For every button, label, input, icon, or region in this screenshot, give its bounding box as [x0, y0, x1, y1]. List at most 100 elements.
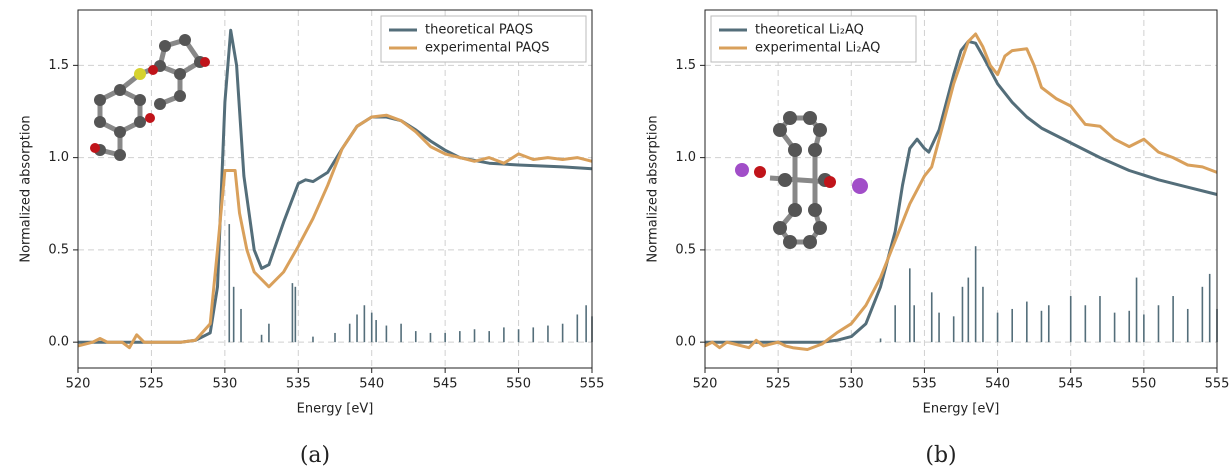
x-tick-label: 520 [66, 377, 91, 392]
stick [532, 327, 534, 342]
y-tick-label: 0.0 [48, 335, 69, 350]
molecule-li2aq [735, 111, 868, 249]
x-tick-label: 555 [1205, 377, 1230, 392]
x-tick-label: 525 [766, 377, 791, 392]
stick [1128, 311, 1130, 342]
panel: 520 525 530 535 540 545 550 555 0.0 0.5 1.0 1.5 Ener… [19, 10, 605, 468]
legend-label: theoretical PAQS [425, 23, 533, 38]
y-tick-label: 0.0 [675, 335, 696, 350]
stick [982, 287, 984, 342]
stick [547, 326, 549, 343]
stick [518, 329, 520, 342]
stick [228, 224, 230, 342]
panel: 520 525 530 535 540 545 550 555 0.0 0.5 1.0 1.5 Ener… [646, 10, 1230, 468]
stick [240, 309, 242, 342]
series-line [705, 41, 1217, 342]
y-tick-label: 1.5 [48, 58, 69, 73]
stick [356, 314, 358, 342]
stick [913, 305, 915, 342]
stick [909, 268, 911, 342]
stick [1026, 302, 1028, 343]
y-axis-label: Normalized absorption [19, 115, 34, 262]
x-tick-label: 530 [839, 377, 864, 392]
x-axis-label: Energy [eV] [923, 402, 1000, 417]
stick [931, 292, 933, 342]
x-tick-label: 525 [139, 377, 164, 392]
series-line [705, 34, 1217, 350]
caption: (b) [925, 443, 956, 468]
y-tick-label: 1.0 [675, 150, 696, 165]
stick [444, 333, 446, 342]
x-tick-label: 550 [506, 377, 531, 392]
stick [371, 313, 373, 343]
y-axis-label: Normalized absorption [646, 115, 661, 262]
stick [1158, 305, 1160, 342]
y-tick-label: 0.5 [48, 242, 69, 257]
stick [997, 313, 999, 343]
stick [585, 305, 587, 342]
stick [312, 337, 314, 343]
x-tick-label: 535 [286, 377, 311, 392]
x-tick-label: 540 [359, 377, 384, 392]
stick [938, 313, 940, 343]
stick [894, 305, 896, 342]
stick [1136, 278, 1138, 343]
stick [1085, 305, 1087, 342]
x-tick-label: 535 [912, 377, 937, 392]
stick [503, 327, 505, 342]
x-tick-label: 530 [212, 377, 237, 392]
series-line [78, 30, 592, 342]
stick [562, 324, 564, 342]
legend-label: experimental PAQS [425, 41, 550, 56]
x-tick-label: 550 [1131, 377, 1156, 392]
y-tick-label: 1.0 [48, 150, 69, 165]
stick [1172, 296, 1174, 342]
stick [400, 324, 402, 342]
stick [1114, 313, 1116, 343]
x-tick-label: 545 [433, 377, 458, 392]
stick [386, 326, 388, 343]
stick [1187, 309, 1189, 342]
figure: 520 525 530 535 540 545 550 555 0.0 0.5 1.0 1.5 Ener… [0, 0, 1232, 469]
x-tick-label: 555 [580, 377, 605, 392]
stick [577, 314, 579, 342]
stick [1209, 274, 1211, 342]
stick [415, 331, 417, 342]
stick [1143, 314, 1145, 342]
stick [975, 246, 977, 342]
x-tick-label: 540 [985, 377, 1010, 392]
x-tick-label: 545 [1058, 377, 1083, 392]
molecule-paqs [90, 34, 210, 161]
stick [268, 324, 270, 342]
stick [430, 333, 432, 342]
stick [1070, 296, 1072, 342]
stick [953, 316, 955, 342]
x-tick-label: 520 [693, 377, 718, 392]
stick [962, 287, 964, 342]
stick [1099, 296, 1101, 342]
y-tick-label: 1.5 [675, 58, 696, 73]
stick [349, 324, 351, 342]
stick [334, 333, 336, 342]
caption: (a) [300, 443, 330, 468]
y-tick-label: 0.5 [675, 242, 696, 257]
stick [474, 329, 476, 342]
stick [295, 287, 297, 342]
x-axis-label: Energy [eV] [297, 402, 374, 417]
legend-label: experimental Li₂AQ [755, 41, 880, 56]
series-line [78, 115, 592, 348]
stick [1011, 309, 1013, 342]
stick [375, 320, 377, 342]
stick [1041, 311, 1043, 342]
stick [880, 338, 882, 342]
stick [233, 287, 235, 342]
legend-label: theoretical Li₂AQ [755, 23, 864, 38]
stick [1202, 287, 1204, 342]
stick [488, 331, 490, 342]
stick [968, 278, 970, 343]
stick [459, 331, 461, 342]
stick [1048, 305, 1050, 342]
stick [364, 305, 366, 342]
stick [292, 283, 294, 342]
stick [261, 335, 263, 342]
